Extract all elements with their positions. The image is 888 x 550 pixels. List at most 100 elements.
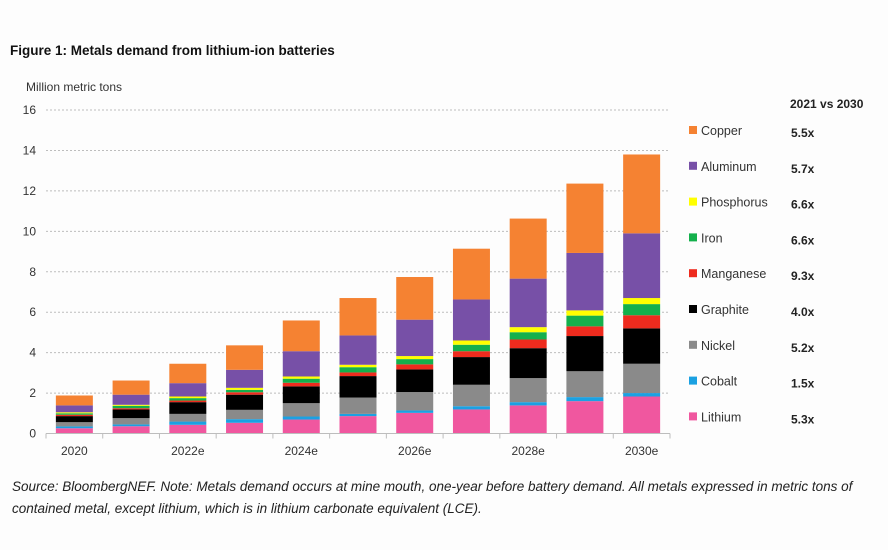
x-tick-label: 2030e	[625, 444, 659, 458]
bar-segment-copper-2027e	[452, 248, 490, 300]
legend-growth-multiple: 5.7x	[791, 162, 815, 176]
legend-swatch	[689, 376, 697, 385]
bar-segment-graphite-2030e	[623, 328, 661, 364]
bar-segment-lithium-2029e	[566, 401, 604, 434]
bar-segment-aluminum-2025e	[339, 335, 377, 365]
bar-segment-nickel-2028e	[509, 378, 547, 403]
bar-stack-2027e	[452, 248, 490, 434]
bar-segment-manganese-2030e	[623, 315, 661, 329]
legend-swatch	[689, 197, 697, 206]
legend-header: 2021 vs 2030	[790, 97, 864, 111]
bar-segment-manganese-2023e	[226, 392, 264, 395]
bar-segment-nickel-2021	[112, 418, 150, 425]
bar-segment-manganese-2028e	[509, 339, 547, 349]
gridlines	[46, 109, 670, 394]
bar-segment-iron-2029e	[566, 315, 604, 327]
bar-segment-lithium-2028e	[509, 405, 547, 434]
bar-segment-phosphorus-2027e	[452, 340, 490, 345]
x-tick-label: 2024e	[285, 444, 319, 458]
legend: 2021 vs 2030 Copper 5.5x Aluminum 5.7x Phosp…	[689, 97, 864, 426]
bar-segment-copper-2022e	[169, 363, 207, 384]
bar-segment-phosphorus-2022e	[169, 396, 207, 399]
bar-segment-lithium-2026e	[396, 412, 434, 434]
bar-segment-lithium-2022e	[169, 424, 207, 434]
legend-item-aluminum: Aluminum 5.7x	[689, 160, 815, 176]
bar-segment-cobalt-2030e	[623, 393, 661, 397]
bar-segment-nickel-2025e	[339, 397, 377, 414]
x-tick-label: 2020	[61, 444, 88, 458]
legend-swatch	[689, 340, 697, 349]
source-note: Source: BloombergNEF. Note: Metals deman…	[12, 479, 853, 516]
bar-segment-manganese-2027e	[452, 351, 490, 358]
bar-stack-2029e	[566, 183, 604, 434]
legend-label: Copper	[701, 124, 742, 138]
x-tick-label: 2026e	[398, 444, 432, 458]
bar-segment-nickel-2026e	[396, 392, 434, 411]
y-tick-label: 0	[29, 427, 36, 441]
bar-segment-copper-2021	[112, 380, 150, 395]
bar-segment-aluminum-2028e	[509, 278, 547, 328]
legend-item-lithium: Lithium 5.3x	[689, 410, 815, 426]
bar-segment-manganese-2020	[55, 414, 93, 417]
legend-growth-multiple: 1.5x	[791, 377, 815, 391]
bar-segment-manganese-2029e	[566, 326, 604, 337]
bar-segment-copper-2020	[55, 395, 93, 406]
legend-item-cobalt: Cobalt 1.5x	[689, 375, 815, 391]
bar-segment-aluminum-2020	[55, 405, 93, 413]
legend-label: Cobalt	[701, 375, 738, 389]
bar-segment-phosphorus-2026e	[396, 356, 434, 360]
bar-segment-aluminum-2026e	[396, 319, 434, 357]
bar-segment-phosphorus-2023e	[226, 387, 264, 390]
legend-item-manganese: Manganese 9.3x	[689, 267, 815, 283]
legend-growth-multiple: 4.0x	[791, 305, 815, 319]
bar-segment-copper-2028e	[509, 218, 547, 279]
bar-segment-aluminum-2029e	[566, 252, 604, 311]
legend-label: Nickel	[701, 339, 735, 353]
legend-swatch	[689, 161, 697, 170]
bar-segment-cobalt-2020	[55, 426, 93, 429]
bar-segment-cobalt-2028e	[509, 402, 547, 406]
bar-segment-lithium-2025e	[339, 416, 377, 434]
bar-segment-graphite-2022e	[169, 402, 207, 414]
bar-segment-iron-2030e	[623, 304, 661, 316]
bar-segment-aluminum-2023e	[226, 369, 264, 388]
bar-segment-lithium-2024e	[282, 419, 320, 434]
bar-segment-cobalt-2021	[112, 424, 150, 427]
legend-swatch	[689, 233, 697, 242]
legend-swatch	[689, 126, 697, 134]
bar-segment-copper-2029e	[566, 183, 604, 253]
legend-growth-multiple: 5.5x	[791, 126, 815, 140]
legend-label: Aluminum	[701, 160, 757, 174]
bar-stack-2024e	[282, 320, 320, 434]
bar-segment-nickel-2029e	[566, 371, 604, 398]
bar-segment-aluminum-2021	[112, 394, 150, 405]
bar-segment-cobalt-2027e	[452, 406, 490, 410]
legend-swatch	[689, 269, 697, 278]
y-tick-label: 6	[29, 305, 36, 319]
bar-segment-iron-2022e	[169, 398, 207, 401]
bar-segment-graphite-2026e	[396, 369, 434, 393]
x-tick-label: 2022e	[171, 444, 205, 458]
bar-segment-copper-2030e	[623, 154, 661, 234]
y-axis-label: Million metric tons	[26, 80, 123, 94]
legend-growth-multiple: 6.6x	[791, 233, 815, 247]
figure-title: Figure 1: Metals demand from lithium-ion…	[10, 43, 335, 58]
bar-segment-lithium-2030e	[623, 396, 661, 434]
bar-segment-iron-2023e	[226, 389, 264, 393]
bar-segment-graphite-2024e	[282, 386, 320, 404]
bar-segment-cobalt-2029e	[566, 397, 604, 402]
y-tick-label: 12	[23, 184, 37, 198]
bar-segment-manganese-2025e	[339, 372, 377, 377]
bar-segment-nickel-2030e	[623, 363, 661, 394]
bar-segment-cobalt-2025e	[339, 413, 377, 417]
bar-segment-aluminum-2022e	[169, 383, 207, 397]
bar-segment-cobalt-2024e	[282, 416, 320, 420]
legend-label: Lithium	[701, 410, 741, 424]
bar-segment-lithium-2021	[112, 426, 150, 434]
y-tick-label: 4	[29, 346, 36, 360]
bar-segment-iron-2021	[112, 405, 150, 409]
legend-growth-multiple: 9.3x	[791, 269, 815, 283]
bar-segment-copper-2023e	[226, 345, 264, 370]
bar-segment-aluminum-2030e	[623, 233, 661, 299]
legend-swatch	[689, 305, 697, 313]
